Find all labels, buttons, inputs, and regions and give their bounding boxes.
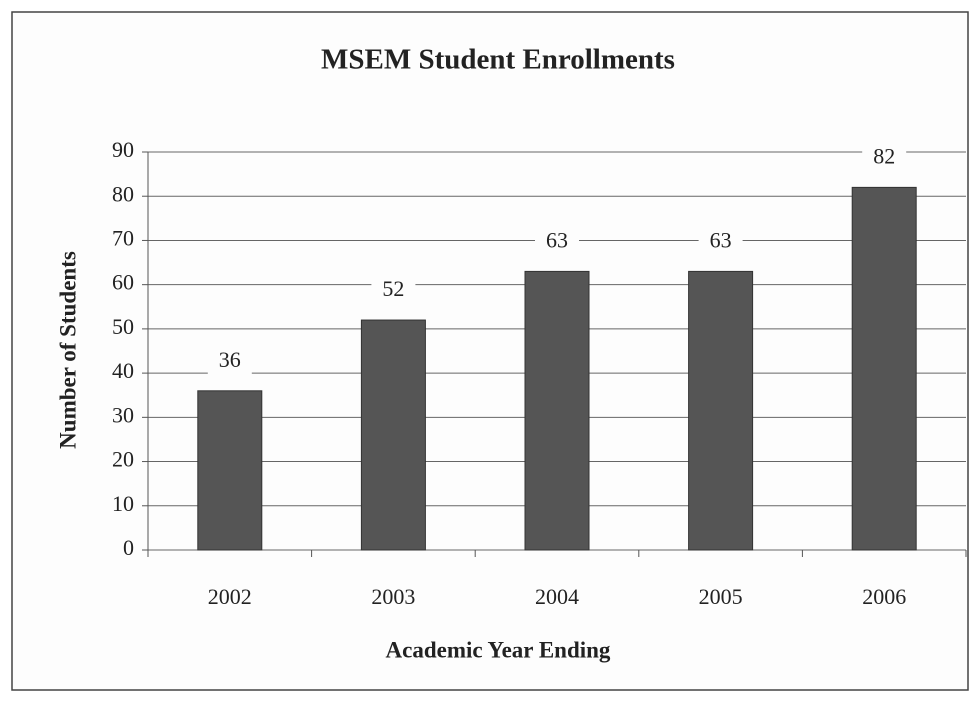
bar <box>851 186 917 551</box>
x-tick-label: 2002 <box>208 584 252 609</box>
value-label: 63 <box>710 227 732 252</box>
x-axis-title: Academic Year Ending <box>386 637 611 662</box>
y-axis-title: Number of Students <box>55 251 80 449</box>
y-tick-label: 80 <box>112 181 134 206</box>
value-label: 63 <box>546 227 568 252</box>
value-label-bg <box>207 346 252 377</box>
y-tick-label: 10 <box>112 491 134 516</box>
value-label: 82 <box>873 143 895 168</box>
bar <box>360 319 426 551</box>
x-tick-label: 2005 <box>699 584 743 609</box>
y-tick-label: 60 <box>112 270 134 295</box>
chart-frame <box>11 11 969 691</box>
y-tick-label: 20 <box>112 447 134 472</box>
value-label-bg <box>698 227 743 258</box>
bar <box>197 390 263 551</box>
y-tick-label: 0 <box>123 535 134 560</box>
x-tick-label: 2003 <box>371 584 415 609</box>
x-tick-label: 2006 <box>862 584 906 609</box>
value-label: 52 <box>382 276 404 301</box>
value-label-bg <box>371 276 416 307</box>
y-tick-label: 40 <box>112 358 134 383</box>
y-tick-label: 30 <box>112 402 134 427</box>
value-label: 36 <box>219 347 241 372</box>
value-label-bg <box>535 227 579 258</box>
y-tick-label: 50 <box>112 314 134 339</box>
y-tick-label: 90 <box>112 137 134 162</box>
bar <box>688 270 754 551</box>
chart-title: MSEM Student Enrollments <box>321 44 675 76</box>
x-tick-label: 2004 <box>535 584 579 609</box>
bar <box>524 270 590 551</box>
value-label-bg <box>862 143 907 174</box>
y-tick-label: 70 <box>112 225 134 250</box>
